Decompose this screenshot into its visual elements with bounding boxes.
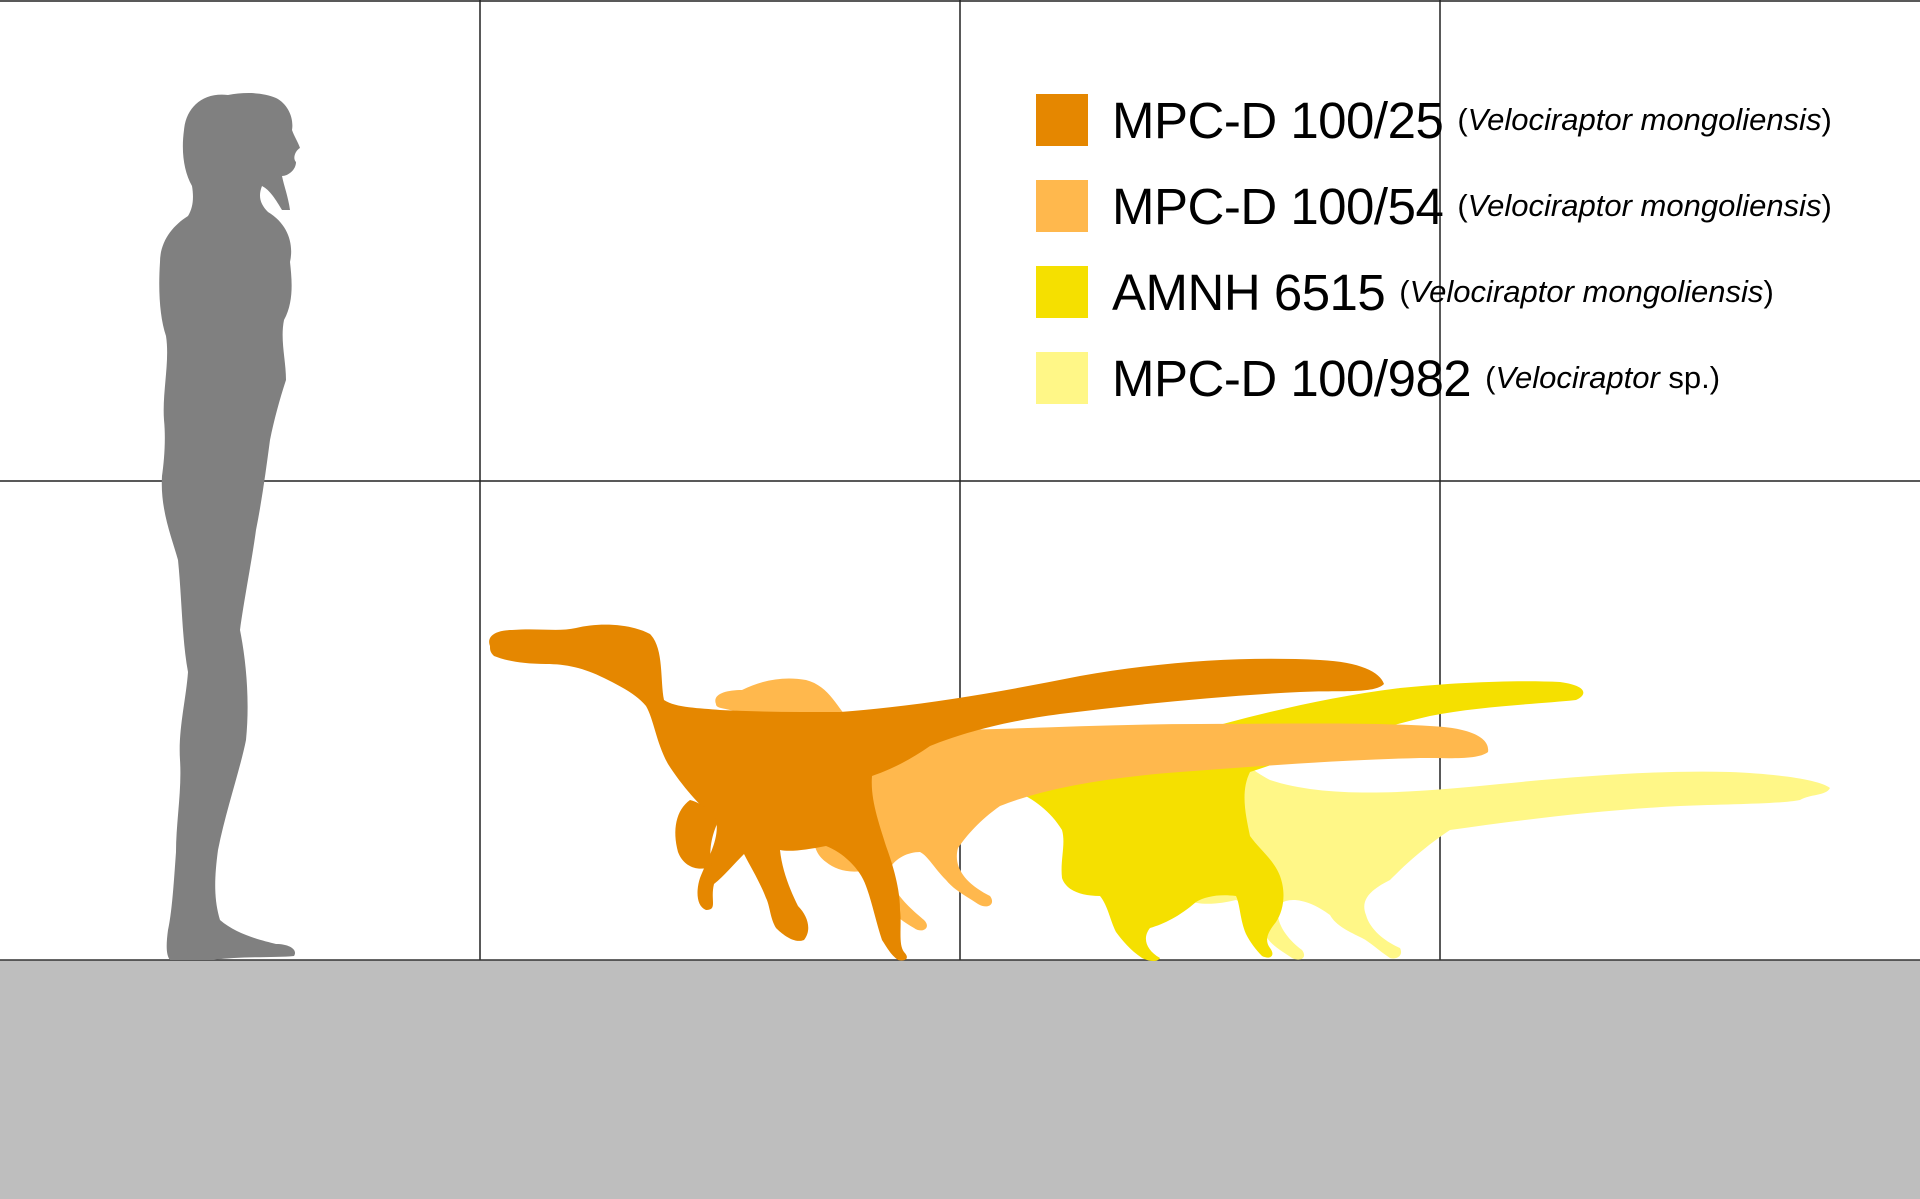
legend-swatch — [1036, 266, 1088, 318]
legend-swatch-spacer — [1036, 94, 1088, 146]
legend-species: (Velociraptor mongoliensis) — [1457, 102, 1832, 137]
legend-code: MPC-D 100/982 — [1112, 349, 1472, 407]
silhouette-mpc-d-100-25 — [489, 624, 1384, 961]
legend-item: MPC-D 100/982 (Velociraptor sp.) — [1036, 350, 1832, 407]
human-silhouette — [159, 93, 300, 961]
legend-code: AMNH 6515 — [1112, 263, 1386, 321]
legend-code: MPC-D 100/25 — [1112, 91, 1444, 149]
legend-item: AMNH 6515 (Velociraptor mongoliensis) — [1036, 264, 1832, 321]
legend-item: MPC-D 100/54 (Velociraptor mongoliensis) — [1036, 178, 1832, 235]
legend-species: (Velociraptor sp.) — [1485, 360, 1721, 395]
legend-code: MPC-D 100/54 — [1112, 177, 1444, 235]
legend-genus: Velociraptor mongoliensis — [1409, 274, 1764, 309]
legend-genus: Velociraptor — [1495, 360, 1660, 395]
grid — [0, 0, 1920, 960]
legend-genus: Velociraptor mongoliensis — [1467, 102, 1822, 137]
legend-swatches — [1036, 94, 1088, 404]
legend-species: (Velociraptor mongoliensis) — [1457, 188, 1832, 223]
legend-swatch — [1036, 180, 1088, 232]
legend-swatch — [1036, 94, 1088, 146]
ground — [0, 960, 1920, 1199]
legend-swatch-spacer — [1036, 352, 1088, 404]
legend-item: MPC-D 100/25 (Velociraptor mongoliensis) — [1036, 92, 1832, 149]
silhouette-amnh-6515 — [871, 681, 1584, 961]
legend-swatch-spacer — [1036, 180, 1088, 232]
legend-swatch-spacer — [1036, 266, 1088, 318]
legend-genus: Velociraptor mongoliensis — [1467, 188, 1822, 223]
legend: MPC-D 100/25 (Velociraptor mongoliensis)… — [1036, 92, 1832, 407]
silhouette-mpc-d-100-982 — [1111, 732, 1830, 960]
legend-species: (Velociraptor mongoliensis) — [1399, 274, 1774, 309]
legend-swatch — [1036, 352, 1088, 404]
